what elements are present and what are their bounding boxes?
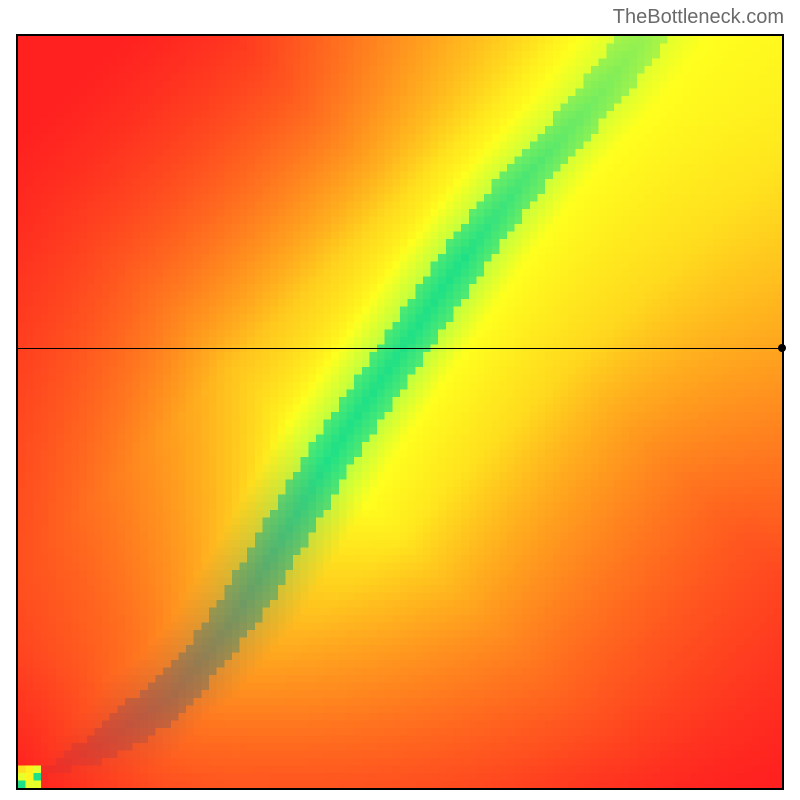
horizontal-reference-line: [18, 348, 782, 349]
reference-point-marker: [778, 344, 786, 352]
plot-border: [16, 34, 784, 790]
watermark-text: TheBottleneck.com: [613, 6, 784, 29]
